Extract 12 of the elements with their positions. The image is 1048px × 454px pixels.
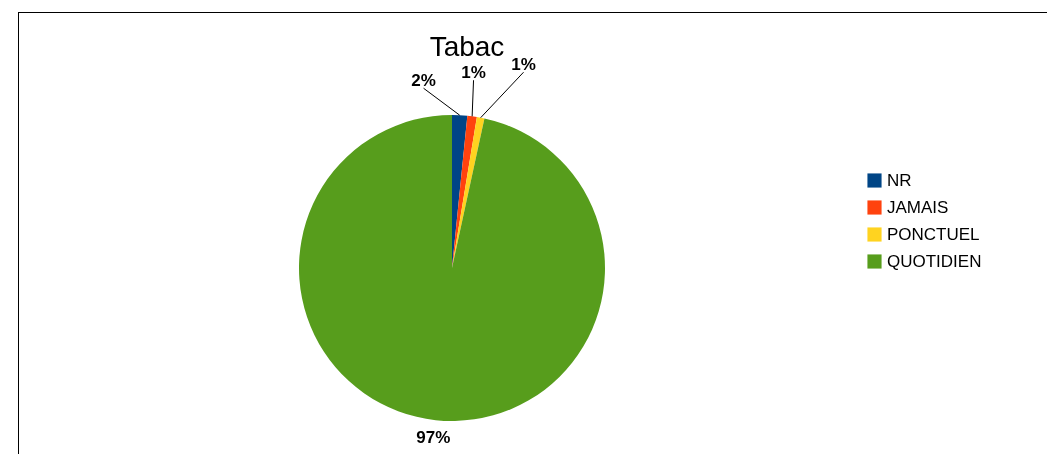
chart-title: Tabac bbox=[429, 31, 505, 62]
data-label: 2% bbox=[411, 71, 436, 91]
pie-slice bbox=[452, 115, 477, 268]
pie-slice bbox=[452, 117, 485, 268]
data-label: 97% bbox=[416, 428, 451, 447]
data-label: 1% bbox=[461, 63, 486, 83]
legend-label: QUOTIDIEN bbox=[887, 251, 982, 271]
legend-label: PONCTUEL bbox=[887, 224, 980, 244]
data-label: 1% bbox=[511, 55, 536, 75]
pie-slice bbox=[299, 115, 605, 421]
legend-label: JAMAIS bbox=[887, 197, 949, 217]
legend-label: NR bbox=[887, 170, 912, 190]
